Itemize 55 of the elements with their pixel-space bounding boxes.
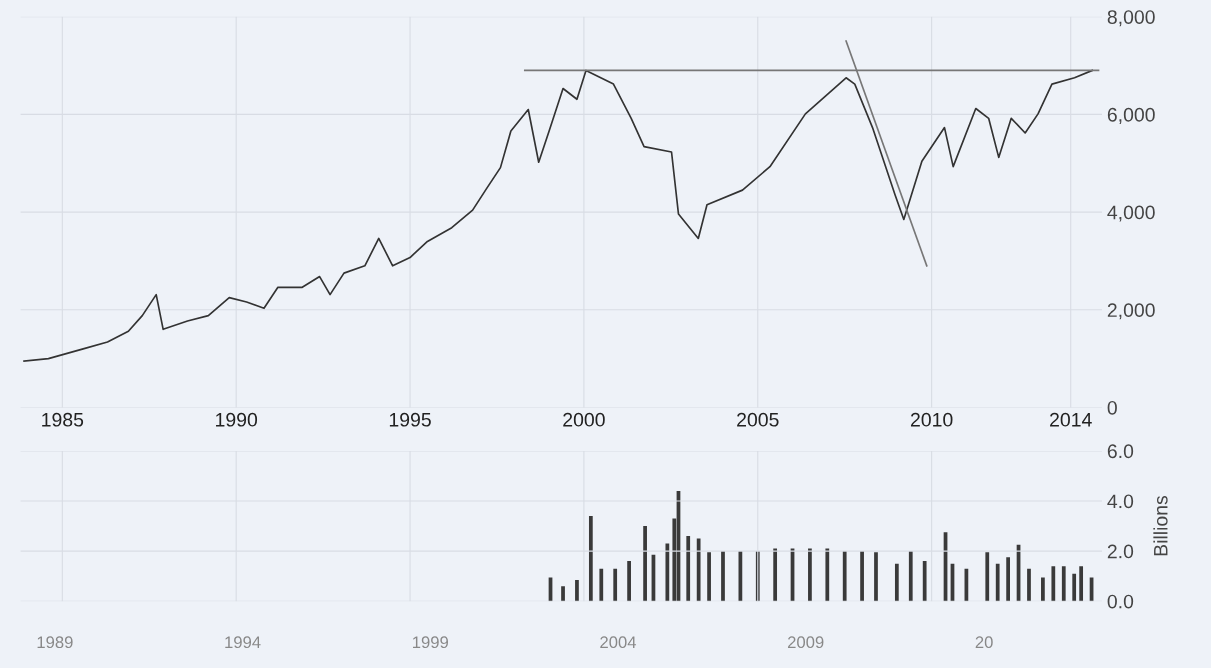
bar (825, 548, 830, 602)
y-tick-label: 2,000 (1107, 303, 1155, 320)
y-tick-label: 6.0 (1107, 444, 1134, 459)
x-tick-label: 1995 (389, 412, 431, 427)
bar (643, 526, 647, 602)
bar (588, 516, 593, 602)
bar (908, 551, 913, 602)
y-tick-label: 6,000 (1107, 107, 1155, 124)
y-tick-label: 8,000 (1107, 10, 1155, 27)
x-tick-label: 2010 (910, 412, 953, 427)
bar (874, 552, 878, 602)
y-tick-label: 2.0 (1107, 544, 1134, 559)
x-tick-label: 1985 (42, 412, 84, 427)
bar (808, 548, 812, 602)
bar (985, 552, 990, 602)
bar (696, 538, 701, 602)
bar (1006, 557, 1010, 602)
bar (613, 568, 618, 602)
x-tick-label: 2000 (563, 412, 605, 427)
bar (922, 561, 927, 602)
text: 1994 (225, 636, 261, 649)
bar (1061, 566, 1066, 602)
bar (721, 551, 725, 602)
bar (665, 543, 670, 602)
text: 1989 (37, 636, 73, 649)
x-tick-label: 1990 (216, 412, 258, 427)
bar (1027, 568, 1031, 602)
bar (627, 561, 631, 602)
bar (842, 551, 847, 602)
x-tick-label: 2014 (1050, 412, 1092, 427)
y-tick-label: 0.0 (1107, 594, 1134, 609)
bar (738, 551, 743, 602)
text: 1999 (413, 636, 449, 649)
bar (1041, 577, 1045, 602)
bar (575, 579, 579, 602)
text: 2009 (787, 636, 824, 649)
bar (1072, 573, 1077, 602)
y-tick-label: 4,000 (1107, 205, 1155, 222)
y-tick-label: 0 (1107, 400, 1117, 415)
y-tick-label: 4.0 (1107, 494, 1134, 509)
text: 2004 (600, 636, 637, 649)
bar (1079, 566, 1084, 602)
y-axis-title: Billions (1153, 495, 1168, 556)
bar (894, 563, 899, 602)
bar (860, 551, 864, 602)
bar (599, 568, 604, 602)
x-tick-label: 2005 (737, 412, 779, 427)
bar (707, 552, 711, 602)
text: 20 (975, 636, 993, 649)
bar (1051, 566, 1056, 602)
bar (995, 563, 1000, 602)
bar (686, 536, 691, 602)
bar (773, 548, 778, 602)
line-series (23, 69, 1094, 362)
bar (561, 586, 565, 602)
